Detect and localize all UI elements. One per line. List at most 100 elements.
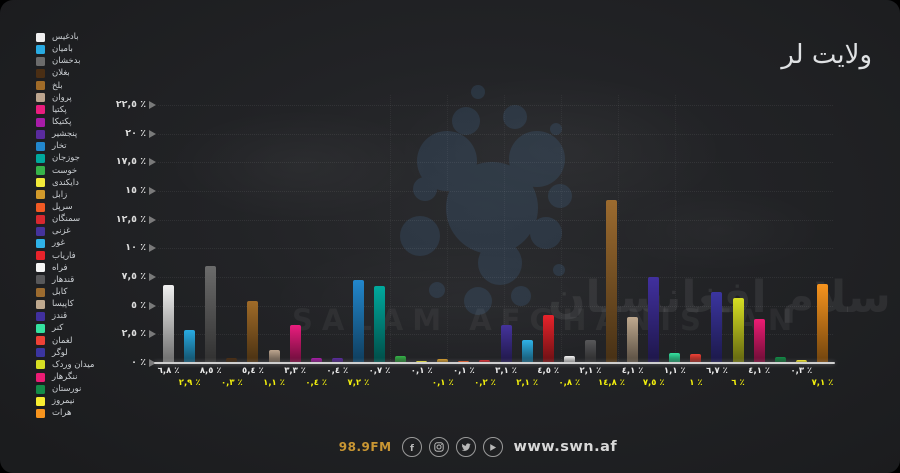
facebook-icon: f: [401, 437, 422, 457]
bar-value-label: ٤,٥ ٪: [537, 366, 560, 376]
legend-label: کاپیسا: [52, 299, 74, 310]
legend-color-swatch: [36, 202, 45, 212]
legend-item: قندز: [36, 310, 95, 322]
y-axis-tick-label: ٢٢,٥ ٪: [115, 98, 146, 110]
legend-label: بلخ: [52, 80, 63, 91]
legend-item: دایکندی: [36, 177, 95, 189]
y-axis-arrow-icon: [149, 330, 156, 339]
legend-item: فراه: [36, 262, 95, 274]
radio-frequency-label: 98.9FM: [338, 440, 392, 454]
legend-color-swatch: [36, 93, 45, 103]
legend-label: بدخشان: [52, 56, 81, 67]
y-axis-arrow-icon: [149, 100, 156, 109]
bar-12: [395, 356, 407, 363]
bar-13: [416, 360, 428, 363]
bar-value-label: ٠,١ ٪: [431, 377, 454, 388]
bar-value-label: ٢,١ ٪: [516, 377, 539, 388]
map-graticule-line: [504, 95, 505, 362]
y-gridline: [158, 190, 833, 192]
legend-item: کابل: [36, 286, 95, 298]
bar-20: [563, 356, 575, 363]
legend-item: قندهار: [36, 274, 95, 286]
bar-value-label: ٦ ٪: [731, 377, 745, 388]
y-axis-tick-label: ١٢,٥ ٪: [115, 213, 146, 225]
legend-item: کاپیسا: [36, 298, 95, 310]
bar-14: [437, 358, 449, 363]
y-axis-tick-label: ٧,٥ ٪: [121, 270, 146, 282]
legend-color-swatch: [36, 32, 45, 42]
legend-label: سرپل: [52, 202, 73, 213]
legend-item: لوگر: [36, 347, 95, 359]
bar-5: [247, 301, 259, 363]
y-gridline: [158, 276, 833, 278]
bar-24: [648, 276, 660, 363]
legend-label: نیمروز: [52, 396, 75, 407]
y-gridline: [158, 219, 833, 221]
legend-label: سمنگان: [52, 214, 81, 225]
legend-label: قندز: [52, 311, 68, 322]
bar-10: [352, 280, 364, 363]
legend-label: کنر: [52, 323, 64, 334]
legend-label: فاریاب: [52, 250, 76, 261]
legend-item: پکتیکا: [36, 116, 95, 128]
footer-bar: 98.9FM f www.swn.af: [28, 437, 900, 457]
legend-label: بادغیس: [52, 32, 79, 43]
legend-color-swatch: [36, 323, 45, 333]
y-gridline: [158, 133, 833, 135]
bar-19: [542, 314, 554, 363]
map-graticule-line: [390, 95, 391, 362]
bar-17: [500, 325, 512, 363]
bar-7: [289, 325, 301, 363]
y-axis-arrow-icon: [149, 359, 156, 367]
legend-item: پروان: [36, 92, 95, 104]
legend-label: جوزجان: [52, 153, 80, 164]
bar-value-label: ٠,٣ ٪: [220, 377, 243, 388]
play-icon: [482, 437, 503, 457]
y-axis-tick-label: ١٥ ٪: [125, 184, 146, 196]
legend-color-swatch: [36, 166, 45, 176]
legend-color-swatch: [36, 408, 45, 418]
legend-item: میدان وردک: [36, 359, 95, 371]
y-axis-arrow-icon: [149, 244, 156, 253]
bar-value-label: ٧,١ ٪: [811, 377, 834, 388]
legend-color-swatch: [36, 299, 45, 309]
bar-value-label: ٠,١ ٪: [452, 366, 475, 376]
legend-label: کابل: [52, 287, 68, 298]
legend-item: بلخ: [36, 80, 95, 92]
bar-6: [268, 350, 280, 363]
bar-value-label: ٣,٣ ٪: [284, 366, 306, 376]
bar-2: [184, 329, 196, 363]
legend-label: تخار: [52, 141, 67, 152]
bar-16: [479, 359, 491, 363]
bar-value-label: ٠,٤ ٪: [305, 377, 328, 388]
bar-8: [310, 357, 322, 363]
y-axis-arrow-icon: [149, 129, 156, 138]
legend-item: پکتیا: [36, 104, 95, 116]
bar-28: [732, 297, 744, 363]
bar-value-label: ٠,٢ ٪: [474, 377, 496, 388]
website-url: www.swn.af: [513, 439, 618, 455]
legend-item: هرات: [36, 407, 95, 419]
bar-15: [458, 360, 470, 363]
y-axis-tick-label: ١٠ ٪: [125, 242, 146, 254]
legend-label: میدان وردک: [52, 359, 95, 370]
bar-26: [690, 353, 702, 363]
bar-23: [627, 317, 639, 363]
legend-color-swatch: [36, 251, 45, 261]
bar-30: [774, 356, 786, 363]
province-legend: بادغیس بامیان بدخشان بغلان بلخ پروان پکتیا پکتی…: [36, 31, 95, 420]
legend-color-swatch: [36, 275, 45, 285]
legend-item: کنر: [36, 322, 95, 334]
legend-label: ننگرهار: [52, 372, 78, 382]
legend-item: بدخشان: [36, 55, 95, 67]
legend-label: دایکندی: [52, 177, 79, 188]
map-graticule-line: [675, 95, 676, 362]
legend-color-swatch: [36, 214, 45, 224]
legend-label: غزنی: [52, 226, 71, 237]
y-axis-tick-label: ٠ ٪: [131, 357, 146, 368]
bar-value-label: ١ ٪: [689, 377, 703, 388]
legend-color-swatch: [36, 81, 45, 91]
legend-color-swatch: [36, 129, 45, 139]
twitter-icon: [455, 437, 476, 457]
bar-31: [795, 359, 807, 363]
